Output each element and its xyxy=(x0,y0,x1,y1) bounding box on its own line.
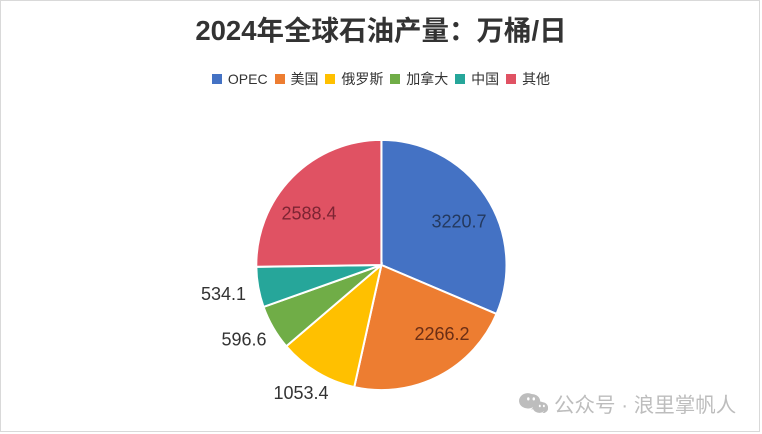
svg-text:3220.7: 3220.7 xyxy=(431,211,486,231)
svg-text:534.1: 534.1 xyxy=(201,284,246,304)
svg-text:2588.4: 2588.4 xyxy=(281,203,336,223)
svg-text:596.6: 596.6 xyxy=(221,329,266,349)
svg-text:1053.4: 1053.4 xyxy=(273,383,328,403)
svg-text:2266.2: 2266.2 xyxy=(414,324,469,344)
